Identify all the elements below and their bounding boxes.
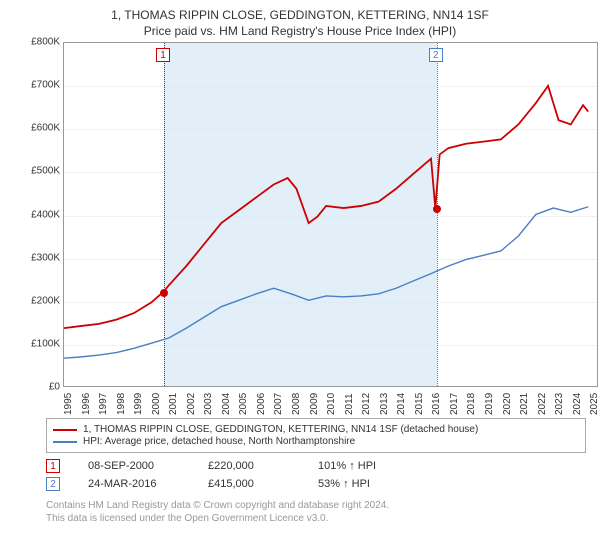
x-tick-label: 1997 xyxy=(98,393,109,415)
transaction-marker-box: 2 xyxy=(429,48,443,62)
x-tick-label: 1996 xyxy=(81,393,92,415)
legend-item: 1, THOMAS RIPPIN CLOSE, GEDDINGTON, KETT… xyxy=(53,424,579,435)
x-tick-label: 2014 xyxy=(396,393,407,415)
x-tick-label: 2008 xyxy=(291,393,302,415)
transaction-table: 1 08-SEP-2000£220,000101% ↑ HPI 2 24-MAR-20… xyxy=(46,459,592,491)
legend-label: HPI: Average price, detached house, Nort… xyxy=(83,436,355,447)
x-tick-label: 1998 xyxy=(116,393,127,415)
x-tick-label: 2022 xyxy=(537,393,548,415)
series-line-price_paid xyxy=(64,86,588,328)
x-tick-label: 2020 xyxy=(502,393,513,415)
transaction-pct: 101% ↑ HPI xyxy=(318,460,428,472)
transaction-pct: 53% ↑ HPI xyxy=(318,478,428,490)
x-tick-label: 2015 xyxy=(414,393,425,415)
transaction-row: 1 08-SEP-2000£220,000101% ↑ HPI xyxy=(46,459,592,473)
legend-item: HPI: Average price, detached house, Nort… xyxy=(53,436,579,447)
x-tick-label: 2019 xyxy=(484,393,495,415)
y-tick-label: £200K xyxy=(8,295,60,306)
transaction-price: £415,000 xyxy=(208,478,318,490)
x-tick-label: 2012 xyxy=(361,393,372,415)
legend-swatch xyxy=(53,441,77,443)
x-tick-label: 2006 xyxy=(256,393,267,415)
series-line-hpi xyxy=(64,207,588,358)
x-tick-label: 2003 xyxy=(203,393,214,415)
y-tick-label: £800K xyxy=(8,37,60,48)
chart-container: 1, THOMAS RIPPIN CLOSE, GEDDINGTON, KETT… xyxy=(0,0,600,560)
x-tick-label: 2024 xyxy=(572,393,583,415)
x-tick-label: 2004 xyxy=(221,393,232,415)
y-tick-label: £300K xyxy=(8,252,60,263)
x-tick-label: 2018 xyxy=(466,393,477,415)
legend-label: 1, THOMAS RIPPIN CLOSE, GEDDINGTON, KETT… xyxy=(83,424,478,435)
transaction-row-box: 1 xyxy=(46,459,60,473)
footer-line1: Contains HM Land Registry data © Crown c… xyxy=(46,499,592,512)
footer-attribution: Contains HM Land Registry data © Crown c… xyxy=(46,499,592,525)
transaction-date: 08-SEP-2000 xyxy=(88,460,208,472)
footer-line2: This data is licensed under the Open Gov… xyxy=(46,512,592,525)
chart-title-line1: 1, THOMAS RIPPIN CLOSE, GEDDINGTON, KETT… xyxy=(8,8,592,22)
transaction-price: £220,000 xyxy=(208,460,318,472)
transaction-row: 2 24-MAR-2016£415,00053% ↑ HPI xyxy=(46,477,592,491)
line-plot-svg xyxy=(64,43,597,386)
x-tick-label: 2005 xyxy=(238,393,249,415)
x-tick-label: 2000 xyxy=(151,393,162,415)
y-tick-label: £100K xyxy=(8,338,60,349)
plot-area xyxy=(63,42,598,387)
y-tick-label: £500K xyxy=(8,166,60,177)
transaction-marker-box: 1 xyxy=(156,48,170,62)
x-tick-label: 2011 xyxy=(344,393,355,415)
x-tick-label: 2009 xyxy=(309,393,320,415)
y-tick-label: £700K xyxy=(8,80,60,91)
chart-title-line2: Price paid vs. HM Land Registry's House … xyxy=(8,24,592,38)
x-tick-label: 2017 xyxy=(449,393,460,415)
x-tick-label: 2007 xyxy=(273,393,284,415)
x-tick-label: 2002 xyxy=(186,393,197,415)
y-tick-label: £600K xyxy=(8,123,60,134)
x-tick-label: 2023 xyxy=(554,393,565,415)
legend-box: 1, THOMAS RIPPIN CLOSE, GEDDINGTON, KETT… xyxy=(46,418,586,453)
x-tick-label: 2021 xyxy=(519,393,530,415)
y-tick-label: £0 xyxy=(8,382,60,393)
transaction-date: 24-MAR-2016 xyxy=(88,478,208,490)
x-tick-label: 1995 xyxy=(63,393,74,415)
x-tick-label: 2025 xyxy=(589,393,600,415)
transaction-row-box: 2 xyxy=(46,477,60,491)
y-tick-label: £400K xyxy=(8,209,60,220)
x-tick-label: 2001 xyxy=(168,393,179,415)
x-tick-label: 2016 xyxy=(431,393,442,415)
x-tick-label: 1999 xyxy=(133,393,144,415)
legend-swatch xyxy=(53,429,77,431)
x-tick-label: 2013 xyxy=(379,393,390,415)
x-tick-label: 2010 xyxy=(326,393,337,415)
chart-wrap: £0£100K£200K£300K£400K£500K£600K£700K£80… xyxy=(38,42,598,412)
